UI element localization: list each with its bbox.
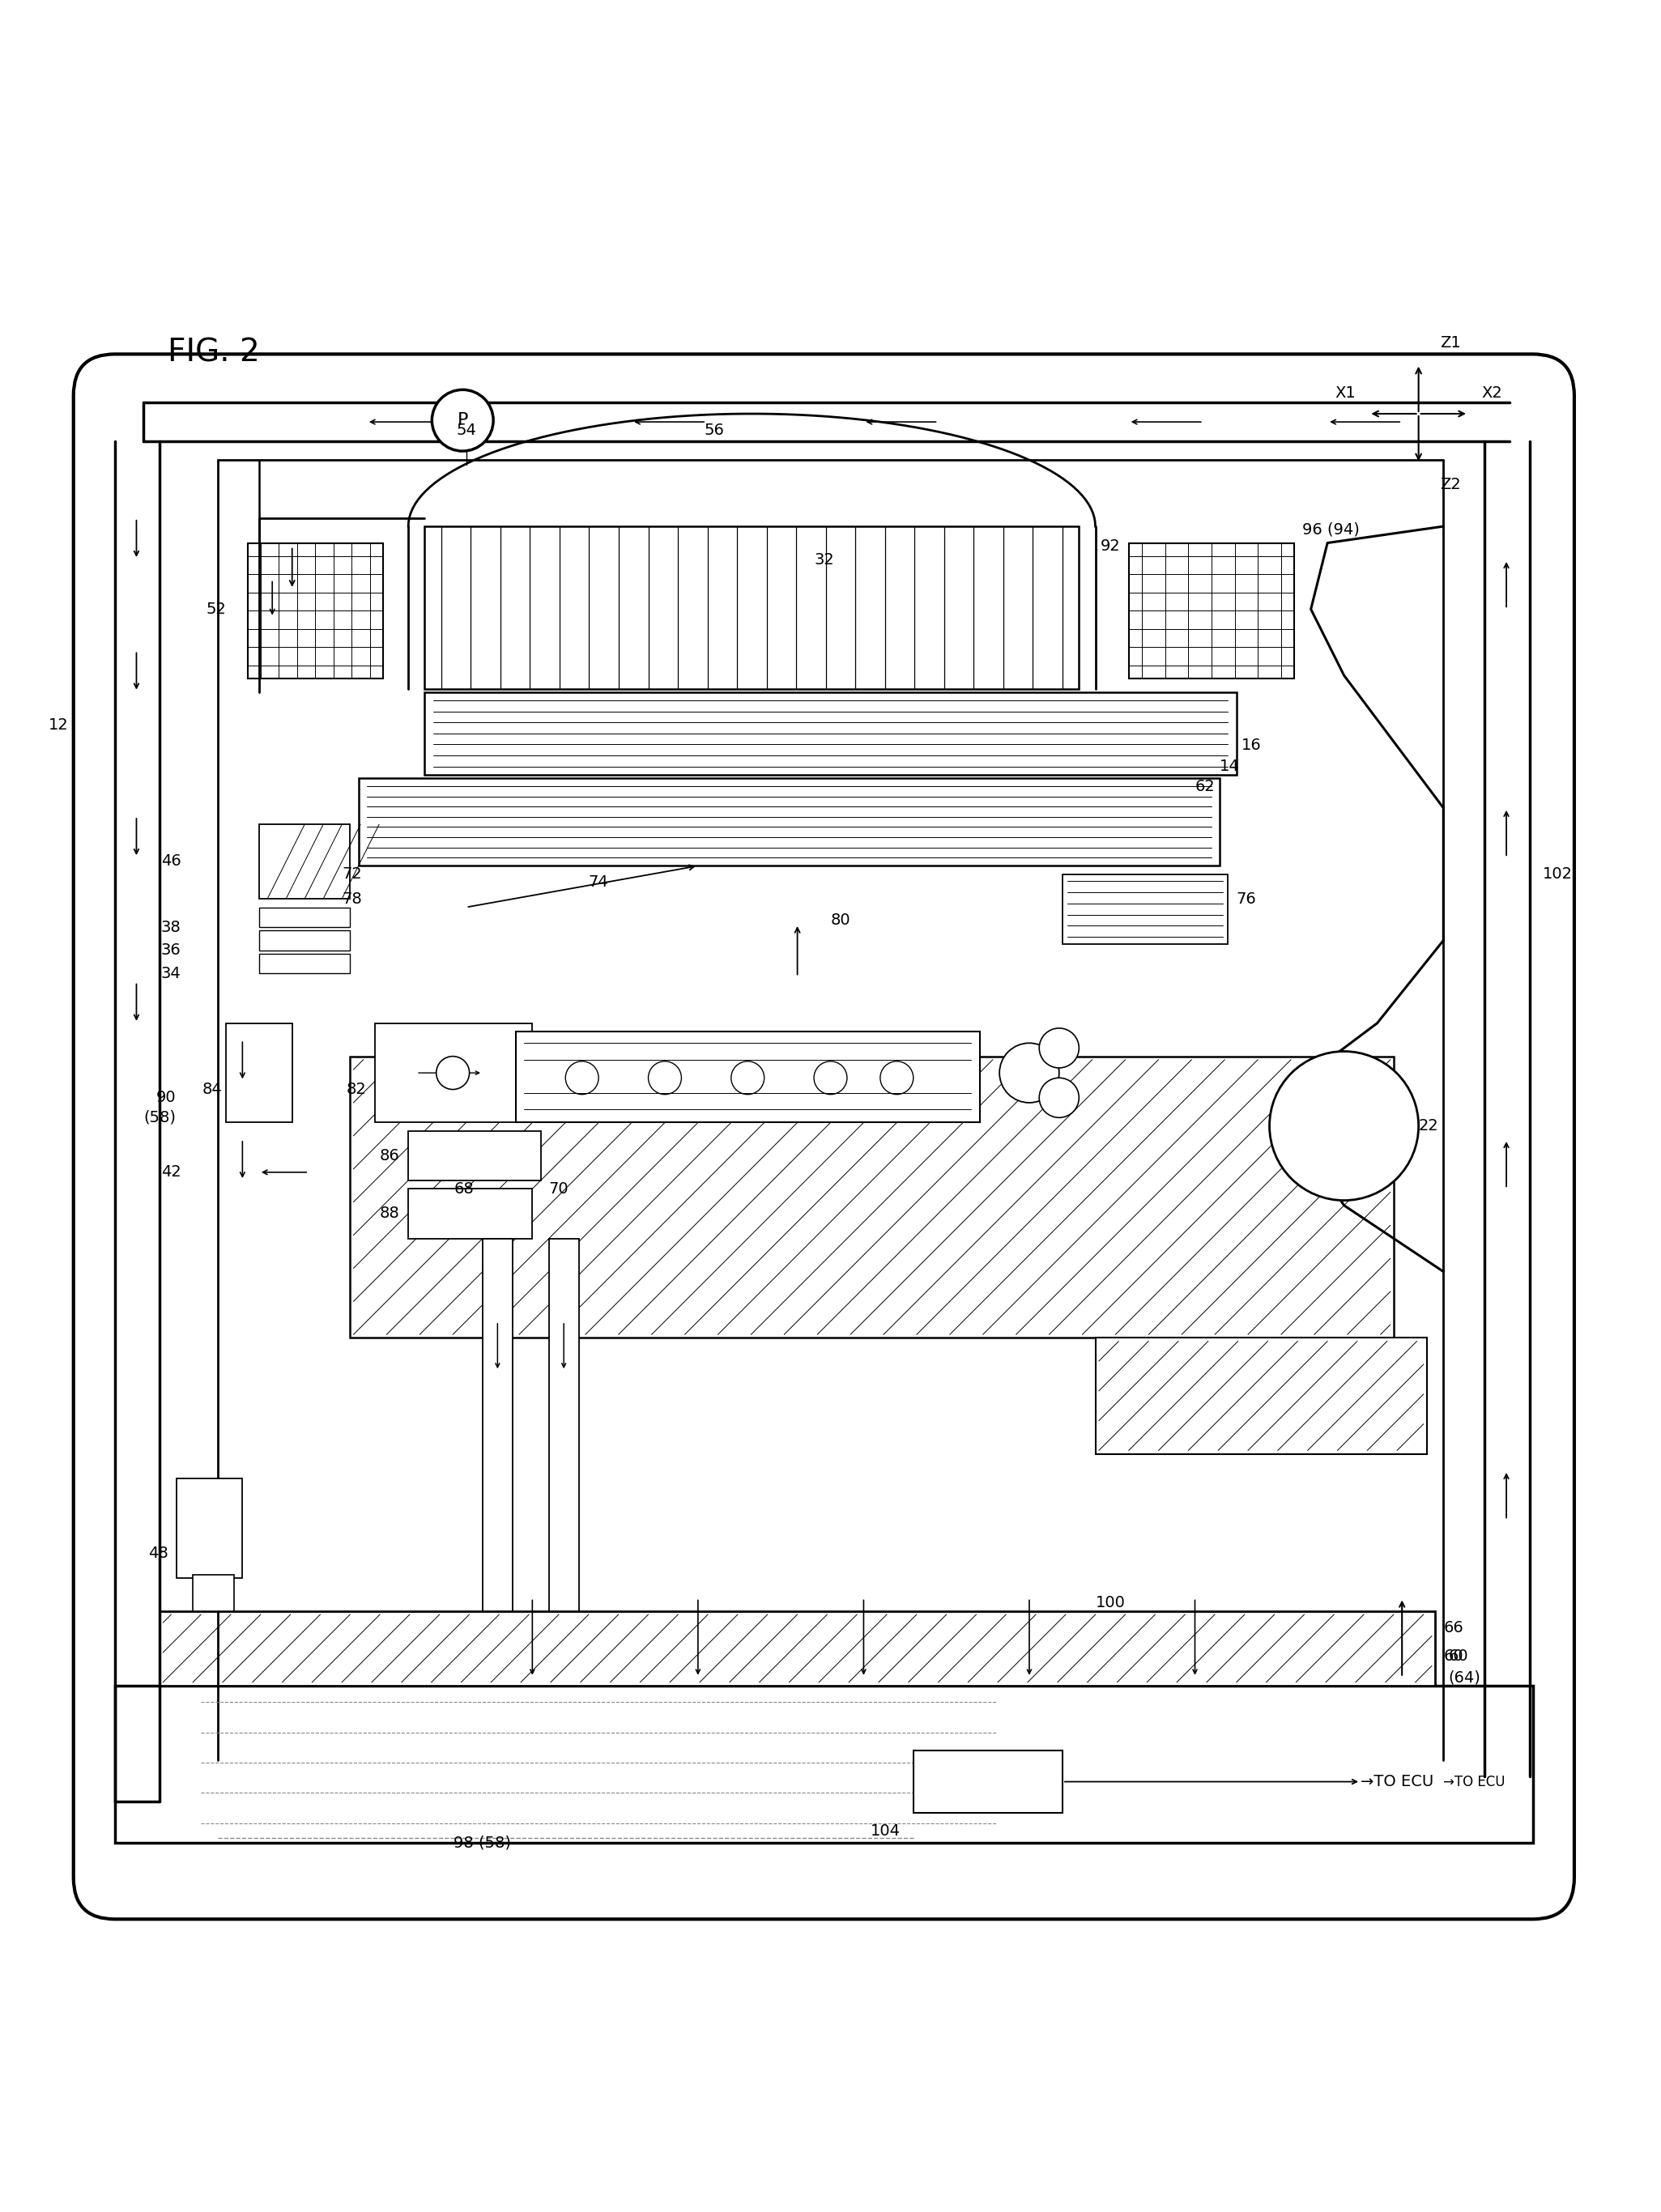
- FancyBboxPatch shape: [73, 354, 1575, 1920]
- Bar: [350, 1057, 1394, 1338]
- Bar: [409, 1130, 540, 1181]
- Text: Z2: Z2: [1440, 476, 1462, 491]
- Text: 62: 62: [1194, 779, 1214, 794]
- Bar: [425, 692, 1236, 774]
- Text: 54: 54: [457, 422, 477, 438]
- Text: 100: 100: [1096, 1595, 1126, 1610]
- Bar: [1063, 874, 1227, 945]
- Text: FIG. 2: FIG. 2: [168, 336, 261, 367]
- Bar: [259, 907, 350, 927]
- Text: 98 (58): 98 (58): [453, 1836, 512, 1851]
- Text: X2: X2: [1482, 385, 1502, 400]
- Bar: [163, 1615, 1432, 1683]
- Text: 60: 60: [1443, 1648, 1463, 1663]
- Text: 88: 88: [380, 1206, 400, 1221]
- Bar: [259, 953, 350, 973]
- Circle shape: [1040, 1077, 1080, 1117]
- Bar: [259, 931, 350, 951]
- Bar: [548, 1239, 578, 1610]
- Text: 70: 70: [548, 1181, 568, 1197]
- Bar: [359, 779, 1219, 865]
- Bar: [115, 1686, 1533, 1843]
- Text: 90: 90: [156, 1091, 176, 1106]
- Text: (64): (64): [1448, 1670, 1480, 1686]
- Circle shape: [1040, 1029, 1080, 1068]
- Text: 104: 104: [870, 1823, 900, 1838]
- Bar: [354, 1060, 1390, 1334]
- Text: 80: 80: [830, 914, 850, 929]
- Text: 42: 42: [161, 1164, 181, 1179]
- Text: 76: 76: [1236, 891, 1256, 907]
- Text: 22: 22: [1418, 1119, 1438, 1133]
- Text: 84: 84: [203, 1082, 223, 1097]
- Circle shape: [648, 1062, 681, 1095]
- Text: 52: 52: [206, 602, 226, 617]
- Text: 14: 14: [1219, 759, 1239, 774]
- Text: 38: 38: [161, 920, 181, 936]
- Bar: [1129, 542, 1294, 679]
- Bar: [176, 1478, 243, 1577]
- Text: 12: 12: [48, 717, 68, 732]
- Bar: [193, 1575, 234, 1610]
- Circle shape: [814, 1062, 847, 1095]
- Bar: [259, 825, 350, 898]
- Text: 92: 92: [1100, 538, 1121, 553]
- Bar: [517, 1031, 980, 1121]
- Text: 74: 74: [588, 874, 608, 889]
- Text: 60: 60: [1448, 1648, 1468, 1663]
- Bar: [1100, 1340, 1423, 1451]
- Bar: [159, 1610, 1435, 1686]
- Circle shape: [437, 1057, 470, 1091]
- Circle shape: [1269, 1051, 1418, 1201]
- Circle shape: [565, 1062, 598, 1095]
- Text: 56: 56: [704, 422, 724, 438]
- Bar: [1096, 1338, 1427, 1453]
- Text: (58): (58): [145, 1110, 176, 1126]
- Text: 82: 82: [347, 1082, 367, 1097]
- Bar: [409, 1188, 532, 1239]
- Circle shape: [880, 1062, 914, 1095]
- Text: 48: 48: [148, 1546, 168, 1562]
- Text: 34: 34: [161, 967, 181, 982]
- Text: 96 (94): 96 (94): [1302, 522, 1360, 538]
- Text: 16: 16: [1241, 737, 1261, 752]
- Text: 72: 72: [342, 867, 362, 883]
- Text: 102: 102: [1543, 867, 1573, 883]
- Text: Z1: Z1: [1440, 336, 1462, 352]
- Text: X1: X1: [1335, 385, 1355, 400]
- Text: 32: 32: [814, 551, 834, 566]
- Bar: [375, 1024, 532, 1121]
- Bar: [483, 1239, 513, 1610]
- Bar: [247, 542, 384, 679]
- Text: 46: 46: [161, 854, 181, 869]
- Text: →TO ECU: →TO ECU: [1360, 1774, 1433, 1790]
- Text: 86: 86: [380, 1148, 400, 1164]
- Circle shape: [1000, 1044, 1060, 1104]
- Text: →TO ECU: →TO ECU: [1443, 1774, 1505, 1790]
- Bar: [914, 1750, 1063, 1814]
- Circle shape: [432, 389, 493, 451]
- Bar: [425, 526, 1080, 688]
- Text: P: P: [457, 411, 468, 429]
- Bar: [226, 1024, 292, 1121]
- Circle shape: [731, 1062, 764, 1095]
- Text: 68: 68: [455, 1181, 475, 1197]
- Text: 66: 66: [1443, 1619, 1463, 1635]
- Text: 78: 78: [342, 891, 362, 907]
- Text: 36: 36: [161, 942, 181, 958]
